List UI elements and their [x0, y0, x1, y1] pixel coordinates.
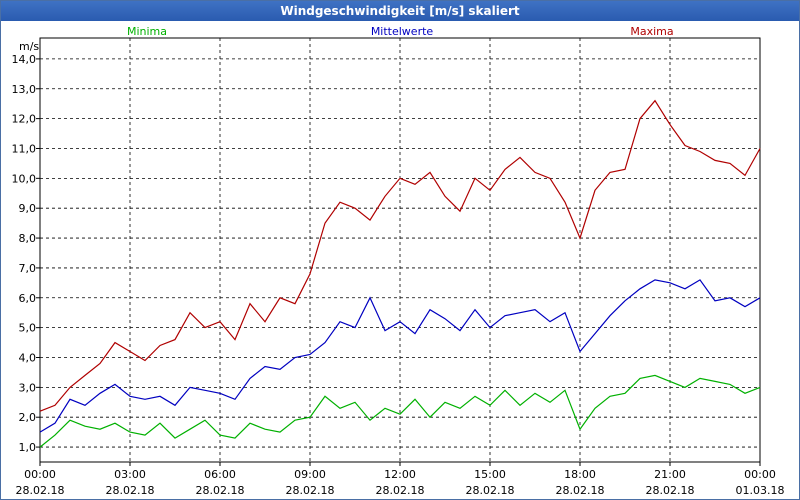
window-title: Windgeschwindigkeit [m/s] skaliert: [1, 1, 799, 21]
x-tick-date: 28.02.18: [646, 484, 695, 497]
y-tick-label: 13,0: [12, 83, 37, 96]
y-tick-label: 5,0: [19, 322, 37, 335]
x-tick-time: 00:00: [24, 468, 56, 481]
x-tick-date: 28.02.18: [466, 484, 515, 497]
y-tick-label: 12,0: [12, 113, 37, 126]
y-tick-label: 1,0: [19, 441, 37, 454]
series-line-minima: [39, 374, 761, 448]
x-tick-date: 28.02.18: [196, 484, 245, 497]
x-tick-time: 03:00: [114, 468, 146, 481]
y-tick-label: 3,0: [19, 381, 37, 394]
x-tick-date: 28.02.18: [16, 484, 65, 497]
x-tick-time: 00:00: [744, 468, 776, 481]
y-tick-label: 7,0: [19, 262, 37, 275]
series-line-maxima: [39, 99, 761, 412]
legend-minima: Minima: [127, 25, 167, 38]
y-tick-label: 8,0: [19, 232, 37, 245]
x-tick-date: 28.02.18: [106, 484, 155, 497]
x-tick-date: 01.03.18: [736, 484, 785, 497]
legend-mittelwerte: Mittelwerte: [371, 25, 434, 38]
y-tick-label: 4,0: [19, 351, 37, 364]
y-tick-label: 11,0: [12, 142, 37, 155]
x-tick-date: 28.02.18: [376, 484, 425, 497]
series-line-mittelwerte: [39, 279, 761, 433]
y-tick-label: 6,0: [19, 292, 37, 305]
x-tick-time: 12:00: [384, 468, 416, 481]
y-tick-label: 14,0: [12, 53, 37, 66]
x-tick-time: 09:00: [294, 468, 326, 481]
y-tick-label: 10,0: [12, 172, 37, 185]
legend-maxima: Maxima: [630, 25, 673, 38]
y-tick-label: 2,0: [19, 411, 37, 424]
x-tick-date: 28.02.18: [556, 484, 605, 497]
x-tick-time: 15:00: [474, 468, 506, 481]
x-tick-time: 21:00: [654, 468, 686, 481]
y-axis-label: m/s: [19, 40, 39, 53]
x-tick-time: 06:00: [204, 468, 236, 481]
x-tick-date: 28.02.18: [286, 484, 335, 497]
x-tick-time: 18:00: [564, 468, 596, 481]
y-tick-label: 9,0: [19, 202, 37, 215]
